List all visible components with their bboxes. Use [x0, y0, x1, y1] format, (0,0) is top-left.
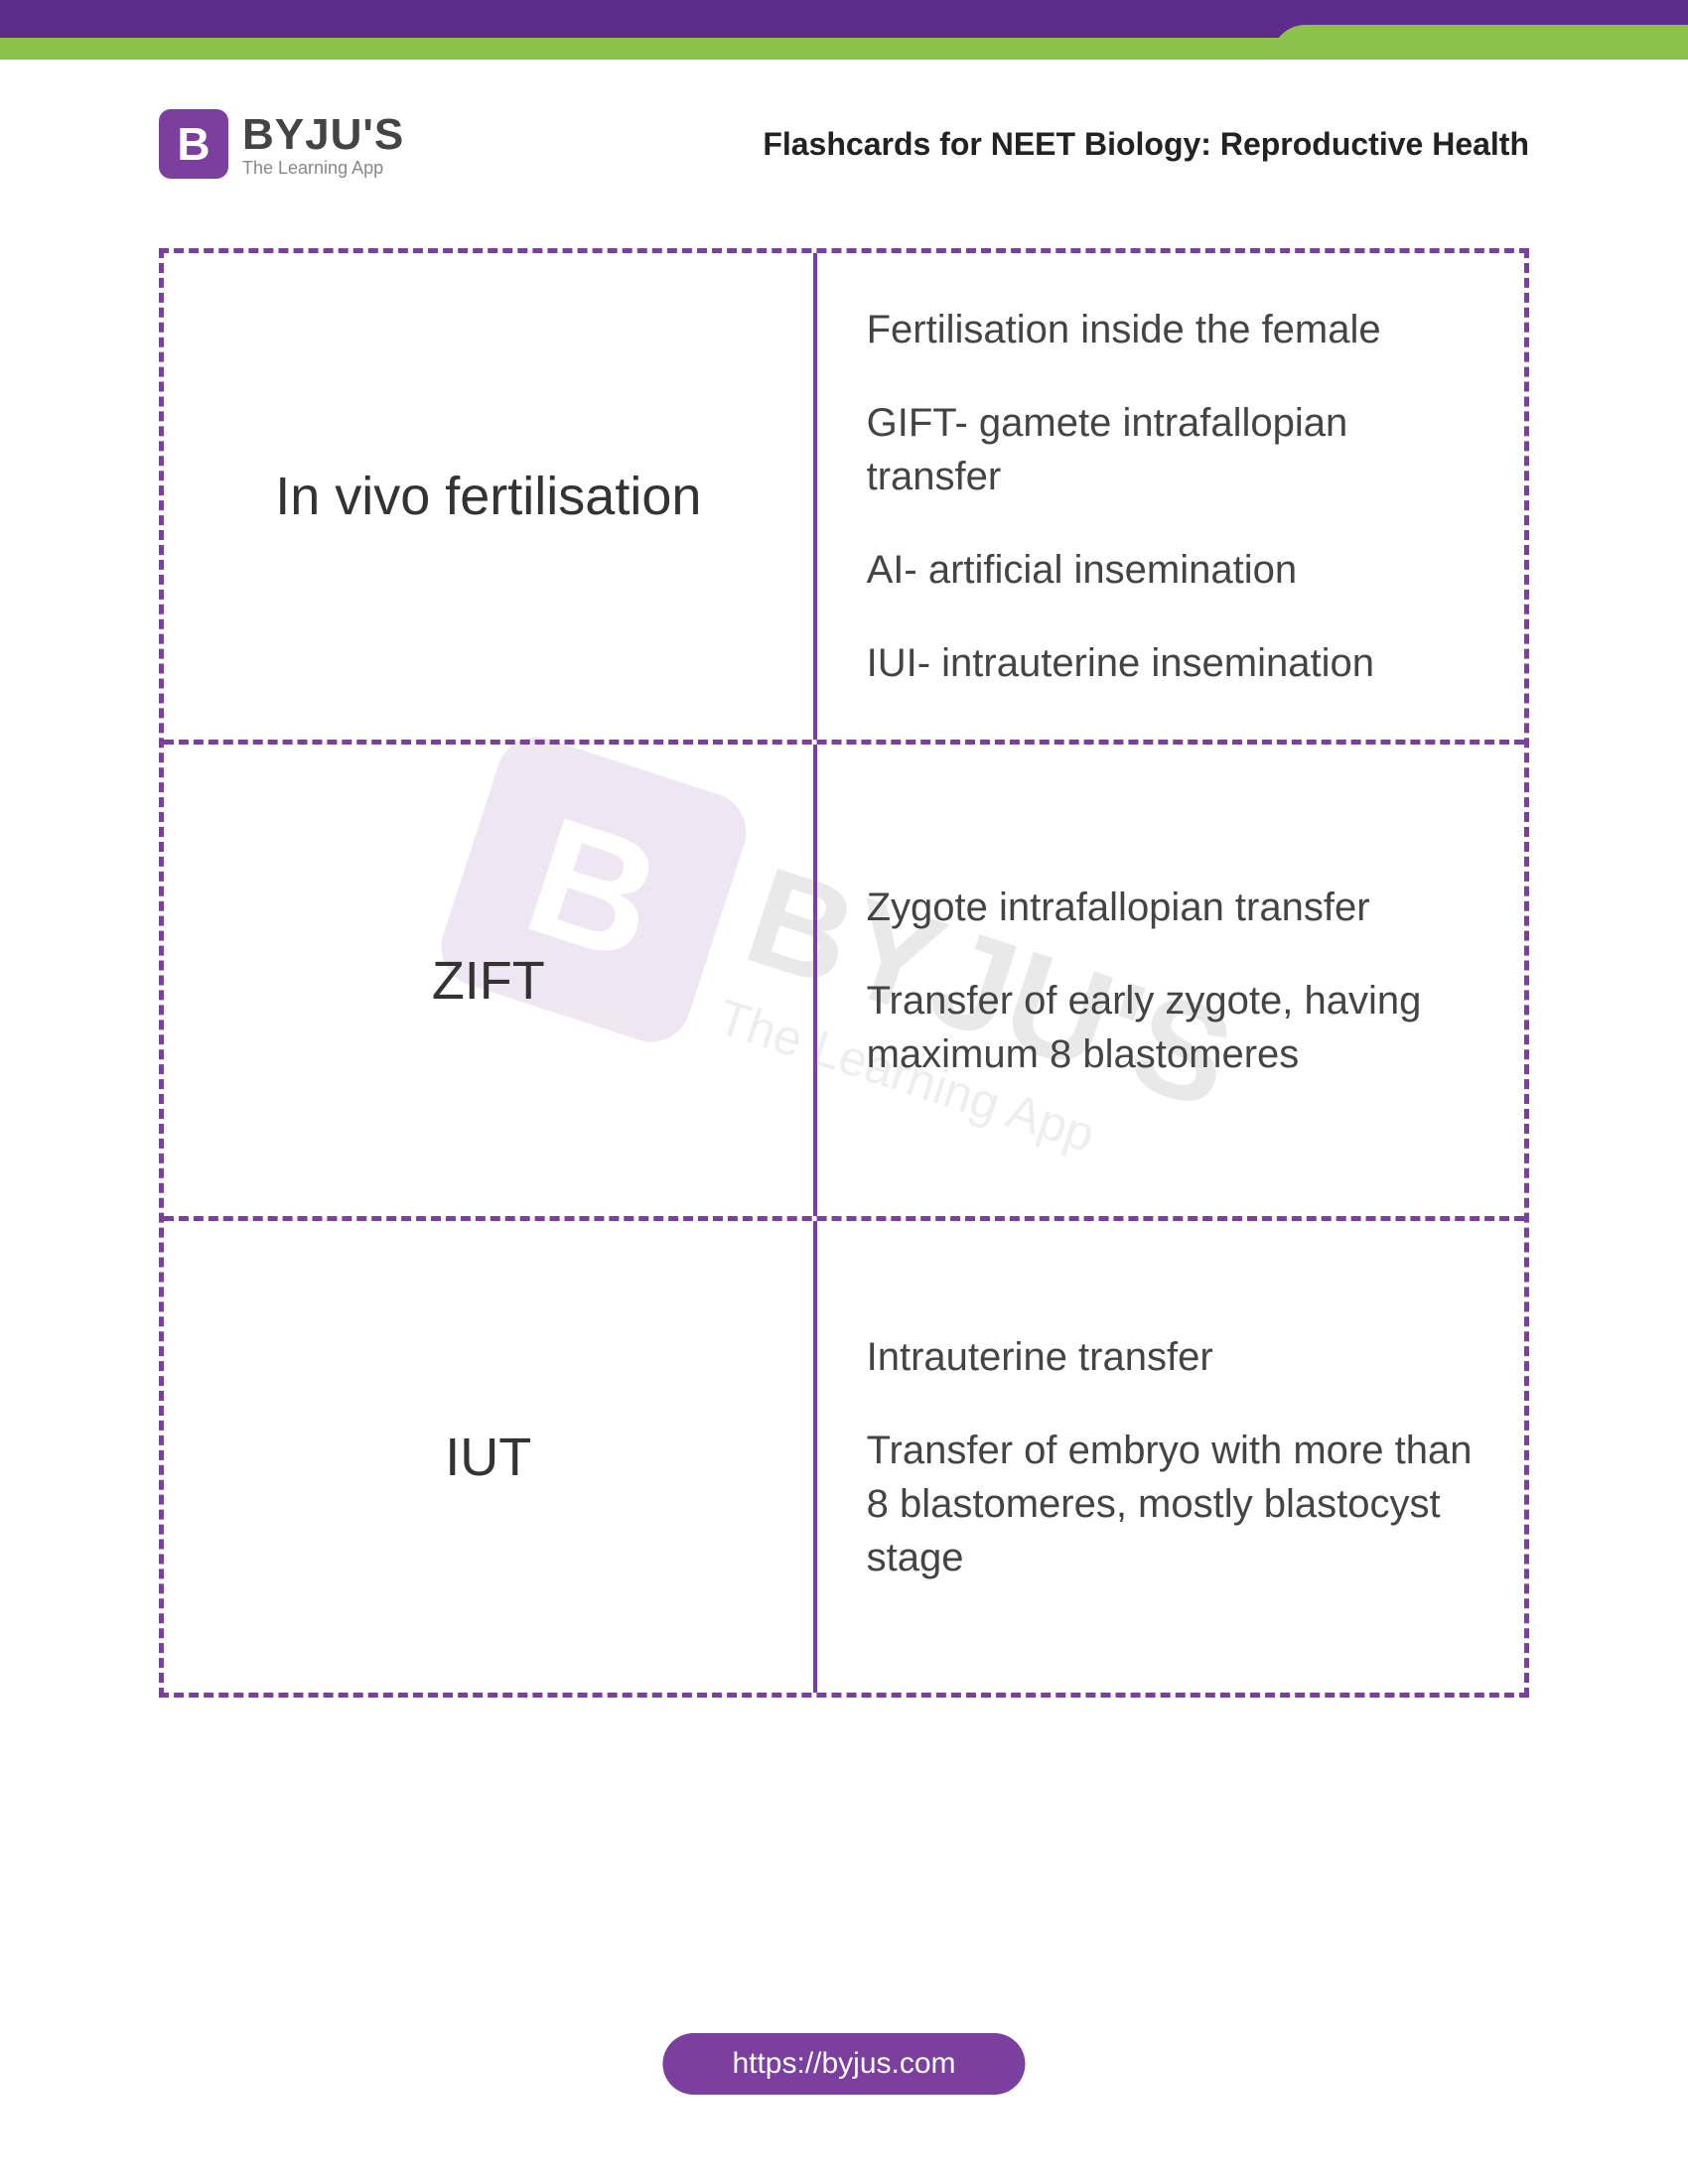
flashcard-definition: Zygote intrafallopian transfer Transfer … — [817, 745, 1524, 1216]
table-row: ZIFT Zygote intrafallopian transfer Tran… — [164, 740, 1524, 1216]
page-title: Flashcards for NEET Biology: Reproductiv… — [763, 126, 1529, 163]
flashcard-term: ZIFT — [164, 745, 817, 1216]
footer-url-pill: https://byjus.com — [662, 2033, 1025, 2095]
definition-line: Fertilisation inside the female — [867, 303, 1475, 356]
definition-line: GIFT- gamete intrafallopian transfer — [867, 396, 1475, 503]
top-banner — [0, 0, 1688, 60]
table-row: In vivo fertilisation Fertilisation insi… — [164, 253, 1524, 740]
flashcards-table: In vivo fertilisation Fertilisation insi… — [159, 248, 1529, 1698]
banner-green-strip — [0, 38, 1688, 52]
flashcard-definition: Fertilisation inside the female GIFT- ga… — [817, 253, 1524, 740]
logo-text: BYJU'S The Learning App — [242, 110, 404, 179]
definition-line: AI- artificial insemination — [867, 543, 1475, 597]
definition-line: Zygote intrafallopian transfer — [867, 881, 1475, 934]
content-area: B BYJU'S The Learning App In vivo fertil… — [0, 218, 1688, 1698]
logo-main-text: BYJU'S — [242, 110, 404, 160]
definition-line: IUI- intrauterine insemination — [867, 636, 1475, 690]
definition-line: Transfer of early zygote, having maximum… — [867, 974, 1475, 1081]
logo-badge-icon: B — [159, 109, 228, 179]
banner-purple-strip — [0, 0, 1688, 38]
flashcard-term: In vivo fertilisation — [164, 253, 817, 740]
flashcard-definition: Intrauterine transfer Transfer of embryo… — [817, 1221, 1524, 1693]
logo: B BYJU'S The Learning App — [159, 109, 404, 179]
table-row: IUT Intrauterine transfer Transfer of em… — [164, 1216, 1524, 1693]
header: B BYJU'S The Learning App Flashcards for… — [0, 60, 1688, 218]
flashcard-term: IUT — [164, 1221, 817, 1693]
logo-sub-text: The Learning App — [242, 158, 404, 179]
definition-line: Intrauterine transfer — [867, 1330, 1475, 1384]
definition-line: Transfer of embryo with more than 8 blas… — [867, 1424, 1475, 1584]
